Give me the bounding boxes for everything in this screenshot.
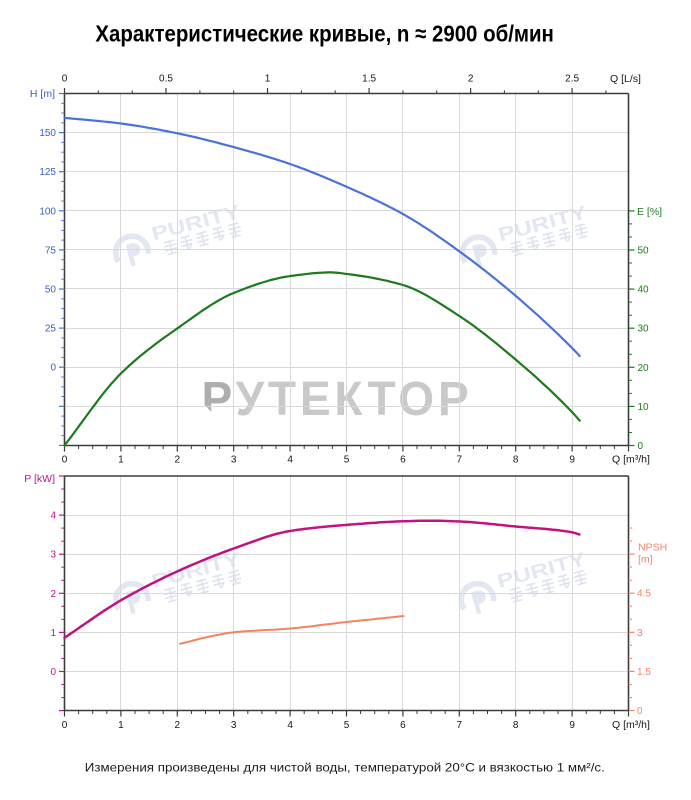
svg-text:3: 3: [231, 455, 237, 466]
svg-text:1: 1: [118, 720, 124, 731]
svg-text:7: 7: [457, 455, 463, 466]
svg-text:8: 8: [513, 455, 519, 466]
svg-text:H [m]: H [m]: [30, 88, 55, 100]
svg-text:20: 20: [638, 363, 650, 374]
svg-text:9: 9: [569, 720, 575, 731]
svg-text:5: 5: [344, 455, 350, 466]
svg-text:0.5: 0.5: [159, 74, 173, 85]
svg-text:40: 40: [638, 285, 650, 296]
svg-text:6: 6: [400, 455, 406, 466]
svg-text:2: 2: [175, 455, 181, 466]
svg-text:0: 0: [50, 667, 56, 678]
svg-text:150: 150: [39, 128, 56, 139]
svg-text:2: 2: [50, 589, 56, 600]
svg-text:Q [m³/h]: Q [m³/h]: [612, 719, 650, 731]
svg-text:50: 50: [638, 246, 650, 257]
svg-text:NPSH: NPSH: [638, 541, 667, 553]
svg-text:0: 0: [50, 363, 56, 374]
svg-text:50: 50: [45, 285, 57, 296]
svg-text:1.5: 1.5: [637, 667, 651, 678]
svg-text:2: 2: [468, 74, 474, 85]
svg-text:1.5: 1.5: [362, 74, 376, 85]
svg-text:2.5: 2.5: [565, 74, 579, 85]
svg-text:4.5: 4.5: [637, 589, 651, 600]
svg-text:P [kW]: P [kW]: [24, 473, 55, 485]
svg-text:E [%]: E [%]: [637, 206, 662, 218]
svg-text:3: 3: [50, 550, 56, 561]
svg-text:0: 0: [637, 706, 643, 717]
svg-text:Q [m³/h]: Q [m³/h]: [612, 454, 650, 466]
svg-text:4: 4: [287, 720, 293, 731]
svg-text:4: 4: [50, 511, 56, 522]
svg-text:4: 4: [287, 455, 293, 466]
svg-text:0: 0: [62, 455, 68, 466]
svg-text:Q [L/s]: Q [L/s]: [610, 73, 641, 85]
svg-text:0: 0: [62, 720, 68, 731]
svg-text:8: 8: [513, 720, 519, 731]
svg-text:7: 7: [457, 720, 463, 731]
svg-text:75: 75: [45, 245, 57, 256]
svg-text:5: 5: [344, 720, 350, 731]
svg-text:100: 100: [39, 206, 56, 217]
svg-text:3: 3: [637, 628, 643, 639]
svg-text:30: 30: [638, 324, 650, 335]
svg-text:6: 6: [400, 720, 406, 731]
svg-text:125: 125: [39, 167, 56, 178]
svg-text:[m]: [m]: [638, 553, 653, 565]
svg-text:1: 1: [265, 74, 271, 85]
svg-text:9: 9: [569, 455, 575, 466]
svg-text:1: 1: [118, 455, 124, 466]
svg-text:Измерения произведены для чист: Измерения произведены для чистой воды, т…: [85, 761, 605, 775]
svg-text:2: 2: [175, 720, 181, 731]
svg-text:25: 25: [45, 324, 57, 335]
svg-text:Характеристические кривые, n ≈: Характеристические кривые, n ≈ 2900 об/м…: [95, 21, 554, 47]
svg-text:0: 0: [62, 74, 68, 85]
svg-text:1: 1: [50, 628, 56, 639]
svg-text:0: 0: [638, 441, 644, 452]
svg-text:10: 10: [638, 402, 650, 413]
svg-text:3: 3: [231, 720, 237, 731]
svg-text:РУТЕКТОР: РУТЕКТОР: [202, 372, 473, 426]
